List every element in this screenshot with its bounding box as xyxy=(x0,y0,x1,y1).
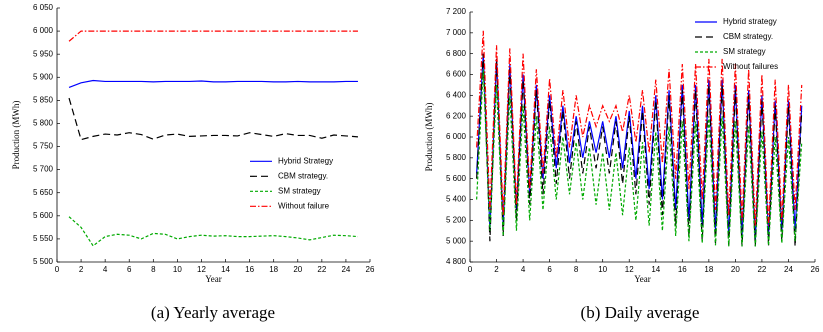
x-tick-label: 26 xyxy=(366,265,375,274)
y-tick-label: 5 700 xyxy=(33,165,54,174)
x-tick-label: 2 xyxy=(494,265,499,274)
legend-label: Hybrid Strategy xyxy=(278,156,333,165)
x-tick-label: 26 xyxy=(811,265,820,274)
y-tick-label: 5 800 xyxy=(33,119,54,128)
series-line xyxy=(476,30,803,226)
x-tick-label: 22 xyxy=(757,265,766,274)
y-tick-label: 5 200 xyxy=(446,215,467,224)
x-tick-label: 4 xyxy=(521,265,526,274)
legend-label: Without failure xyxy=(278,201,330,210)
y-tick-label: 4 800 xyxy=(446,257,467,266)
y-tick-label: 5 850 xyxy=(33,95,54,104)
x-tick-label: 10 xyxy=(598,265,607,274)
y-tick-label: 6 200 xyxy=(446,111,467,120)
y-tick-label: 6 800 xyxy=(446,49,467,58)
x-tick-label: 14 xyxy=(651,265,660,274)
series-line xyxy=(68,216,359,247)
y-tick-label: 6 600 xyxy=(446,70,467,79)
x-tick-label: 24 xyxy=(341,265,350,274)
x-tick-label: 8 xyxy=(574,265,579,274)
series-line xyxy=(68,30,358,42)
y-tick-label: 5 400 xyxy=(446,195,467,204)
y-tick-label: 5 600 xyxy=(33,211,54,220)
series-line xyxy=(476,69,803,247)
y-tick-label: 5 000 xyxy=(446,236,467,245)
x-axis-title: Year xyxy=(634,274,651,284)
x-tick-label: 6 xyxy=(127,265,132,274)
x-tick-label: 24 xyxy=(784,265,793,274)
x-tick-label: 20 xyxy=(293,265,302,274)
legend-label: CBM strategy. xyxy=(278,171,328,180)
series-line xyxy=(68,79,358,88)
legend-label: SM strategy xyxy=(278,186,321,195)
y-tick-label: 5 650 xyxy=(33,188,54,197)
x-tick-label: 20 xyxy=(731,265,740,274)
x-tick-label: 2 xyxy=(79,265,84,274)
y-tick-label: 6 050 xyxy=(33,3,54,12)
y-tick-label: 6 400 xyxy=(446,90,467,99)
y-tick-label: 7 000 xyxy=(446,28,467,37)
caption: (a) Yearly average xyxy=(151,303,275,322)
y-tick-label: 6 000 xyxy=(33,26,54,35)
legend-label: CBM strategy. xyxy=(723,32,773,41)
series-line xyxy=(476,53,803,247)
x-tick-label: 18 xyxy=(269,265,278,274)
x-tick-label: 22 xyxy=(317,265,326,274)
series-line xyxy=(68,97,359,141)
x-axis-title: Year xyxy=(205,274,222,284)
y-tick-label: 5 600 xyxy=(446,174,467,183)
x-tick-label: 16 xyxy=(678,265,687,274)
y-tick-label: 5 550 xyxy=(33,234,54,243)
y-tick-label: 5 950 xyxy=(33,49,54,58)
x-tick-label: 14 xyxy=(221,265,230,274)
y-axis-title: Production (MWh) xyxy=(424,103,434,172)
y-axis-title: Production (MWh) xyxy=(11,101,21,170)
caption: (b) Daily average xyxy=(581,303,700,322)
x-tick-label: 4 xyxy=(103,265,108,274)
y-tick-label: 5 500 xyxy=(33,257,54,266)
y-tick-label: 5 900 xyxy=(33,72,54,81)
legend-label: SM strategy xyxy=(723,47,766,56)
x-tick-label: 0 xyxy=(55,265,60,274)
x-tick-label: 8 xyxy=(151,265,156,274)
x-tick-label: 10 xyxy=(173,265,182,274)
y-tick-label: 6 000 xyxy=(446,132,467,141)
x-tick-label: 12 xyxy=(625,265,634,274)
y-tick-label: 5 800 xyxy=(446,153,467,162)
x-tick-label: 16 xyxy=(245,265,254,274)
x-tick-label: 0 xyxy=(468,265,473,274)
x-tick-label: 12 xyxy=(197,265,206,274)
legend-label: Hybrid strategy xyxy=(723,17,777,26)
x-tick-label: 6 xyxy=(547,265,552,274)
y-tick-label: 7 200 xyxy=(446,7,467,16)
panel: 5 500 5 550 5 600 5 650 5 700 5 750 5 800 5 850… xyxy=(11,3,375,322)
x-tick-label: 18 xyxy=(704,265,713,274)
y-tick-label: 5 750 xyxy=(33,142,54,151)
legend-label: Without failures xyxy=(723,62,778,71)
